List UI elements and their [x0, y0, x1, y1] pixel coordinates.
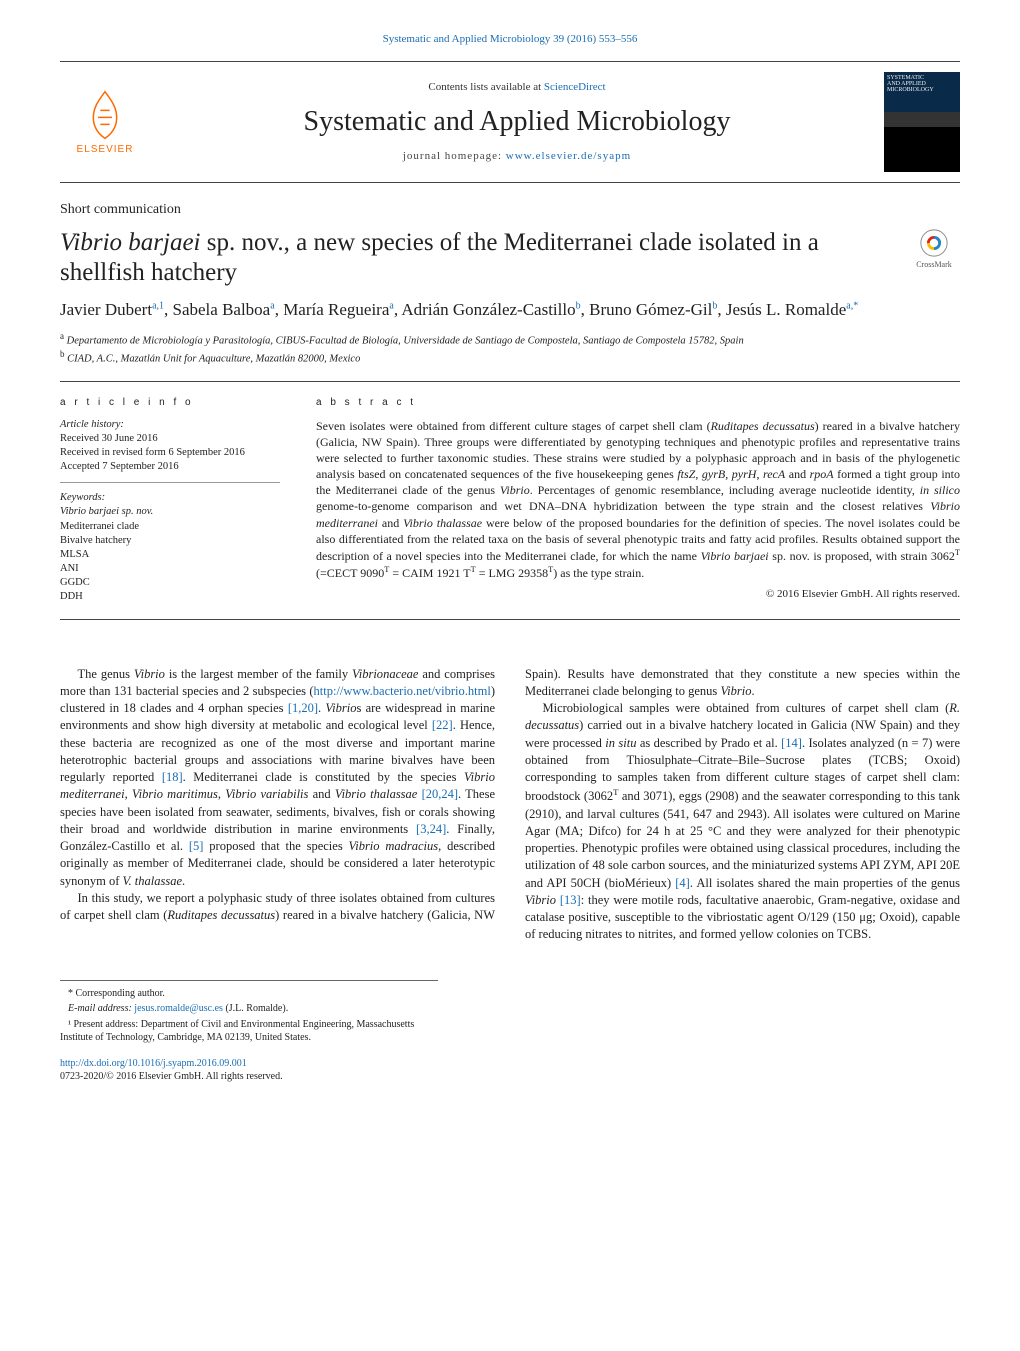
- article-info-column: a r t i c l e i n f o Article history: R…: [60, 396, 280, 605]
- author: Jesús L. Romaldea,*: [726, 300, 858, 319]
- homepage-line: journal homepage: www.elsevier.de/syapm: [164, 149, 870, 164]
- keyword: Bivalve hatchery: [60, 535, 131, 546]
- elsevier-label: ELSEVIER: [77, 143, 134, 157]
- journal-cover-thumbnail: SYSTEMATIC AND APPLIED MICROBIOLOGY: [884, 72, 960, 172]
- sciencedirect-link[interactable]: ScienceDirect: [544, 81, 606, 93]
- author: Javier Duberta,1: [60, 300, 164, 319]
- keyword: Vibrio barjaei sp. nov.: [60, 506, 153, 517]
- abstract-heading: a b s t r a c t: [316, 396, 960, 410]
- body-p3: Microbiological samples were obtained fr…: [525, 700, 960, 944]
- abstract-text: Seven isolates were obtained from differ…: [316, 418, 960, 582]
- keyword: DDH: [60, 591, 83, 602]
- keywords-lines: Vibrio barjaei sp. nov. Mediterranei clad…: [60, 506, 153, 602]
- article-title: Vibrio barjaei sp. nov., a new species o…: [60, 228, 894, 289]
- elsevier-logo: ELSEVIER: [60, 77, 150, 167]
- abstract-column: a b s t r a c t Seven isolates were obta…: [316, 396, 960, 605]
- running-head: Systematic and Applied Microbiology 39 (…: [60, 32, 960, 47]
- crossmark-label: CrossMark: [916, 260, 952, 271]
- cover-line3: MICROBIOLOGY: [887, 87, 957, 93]
- contents-line: Contents lists available at ScienceDirec…: [164, 80, 870, 95]
- author: Adrián González-Castillob: [401, 300, 580, 319]
- history-label: Article history:: [60, 419, 124, 430]
- journal-title: Systematic and Applied Microbiology: [164, 103, 870, 141]
- homepage-prefix: journal homepage:: [403, 150, 506, 162]
- keyword: GGDC: [60, 577, 90, 588]
- homepage-link[interactable]: www.elsevier.de/syapm: [506, 150, 631, 162]
- authors: Javier Duberta,1, Sabela Balboaa, María …: [60, 299, 960, 322]
- title-row: Vibrio barjaei sp. nov., a new species o…: [60, 228, 960, 289]
- present-address: ¹ Present address: Department of Civil a…: [60, 1018, 438, 1045]
- ref-link[interactable]: [1,20]: [288, 701, 318, 715]
- title-species: Vibrio barjaei: [60, 229, 201, 256]
- ref-link[interactable]: [14]: [781, 736, 802, 750]
- keywords-block: Keywords: Vibrio barjaei sp. nov. Mediter…: [60, 491, 280, 604]
- masthead: ELSEVIER Contents lists available at Sci…: [60, 61, 960, 183]
- masthead-center: Contents lists available at ScienceDirec…: [164, 80, 870, 163]
- keyword: ANI: [60, 563, 79, 574]
- doi-block: http://dx.doi.org/10.1016/j.syapm.2016.0…: [60, 1057, 960, 1084]
- ref-link[interactable]: [4]: [675, 876, 690, 890]
- rule-above-info: [60, 381, 960, 382]
- keywords-label: Keywords:: [60, 492, 105, 503]
- corresponding-author: * Corresponding author.: [60, 987, 438, 1001]
- ref-link[interactable]: [20,24]: [422, 787, 458, 801]
- contents-prefix: Contents lists available at: [428, 81, 543, 93]
- ref-link[interactable]: [3,24]: [416, 822, 446, 836]
- ref-link[interactable]: [5]: [189, 839, 204, 853]
- history-line: Received 30 June 2016: [60, 433, 158, 444]
- affiliation: b CIAD, A.C., Mazatlán Unit for Aquacult…: [60, 348, 960, 367]
- history-block: Article history: Received 30 June 2016Re…: [60, 418, 280, 484]
- ref-link[interactable]: [22]: [432, 718, 453, 732]
- url-link[interactable]: http://www.bacterio.net/vibrio.html: [314, 684, 491, 698]
- email-link[interactable]: jesus.romalde@usc.es: [134, 1003, 223, 1014]
- keyword: Mediterranei clade: [60, 521, 139, 532]
- body-p1: The genus Vibrio is the largest member o…: [60, 666, 495, 890]
- email-label: E-mail address:: [68, 1003, 134, 1014]
- affiliation: a Departamento de Microbiología y Parasi…: [60, 330, 960, 349]
- rule-below-abstract: [60, 619, 960, 620]
- ref-link[interactable]: [18]: [162, 770, 183, 784]
- author: Sabela Balboaa: [173, 300, 275, 319]
- elsevier-tree-icon: [77, 87, 133, 143]
- keyword: MLSA: [60, 549, 89, 560]
- history-lines: Received 30 June 2016 Received in revised…: [60, 433, 245, 472]
- body-columns: The genus Vibrio is the largest member o…: [60, 666, 960, 944]
- email-paren: (J.L. Romalde).: [223, 1003, 288, 1014]
- doi-link[interactable]: http://dx.doi.org/10.1016/j.syapm.2016.0…: [60, 1058, 247, 1069]
- ref-link[interactable]: [13]: [560, 893, 581, 907]
- issn-line: 0723-2020/© 2016 Elsevier GmbH. All righ…: [60, 1071, 283, 1082]
- crossmark-badge[interactable]: CrossMark: [908, 228, 960, 271]
- author: Bruno Gómez-Gilb: [589, 300, 717, 319]
- history-line: Accepted 7 September 2016: [60, 461, 179, 472]
- footnotes: * Corresponding author. E-mail address: …: [60, 980, 438, 1045]
- email-line: E-mail address: jesus.romalde@usc.es (J.…: [60, 1002, 438, 1016]
- history-line: Received in revised form 6 September 201…: [60, 447, 245, 458]
- author: María Regueiraa: [283, 300, 394, 319]
- copyright: © 2016 Elsevier GmbH. All rights reserve…: [316, 587, 960, 602]
- crossmark-icon: [919, 228, 949, 258]
- info-abstract-row: a r t i c l e i n f o Article history: R…: [60, 396, 960, 605]
- affiliations: a Departamento de Microbiología y Parasi…: [60, 330, 960, 367]
- article-info-heading: a r t i c l e i n f o: [60, 396, 280, 410]
- section-label: Short communication: [60, 201, 960, 220]
